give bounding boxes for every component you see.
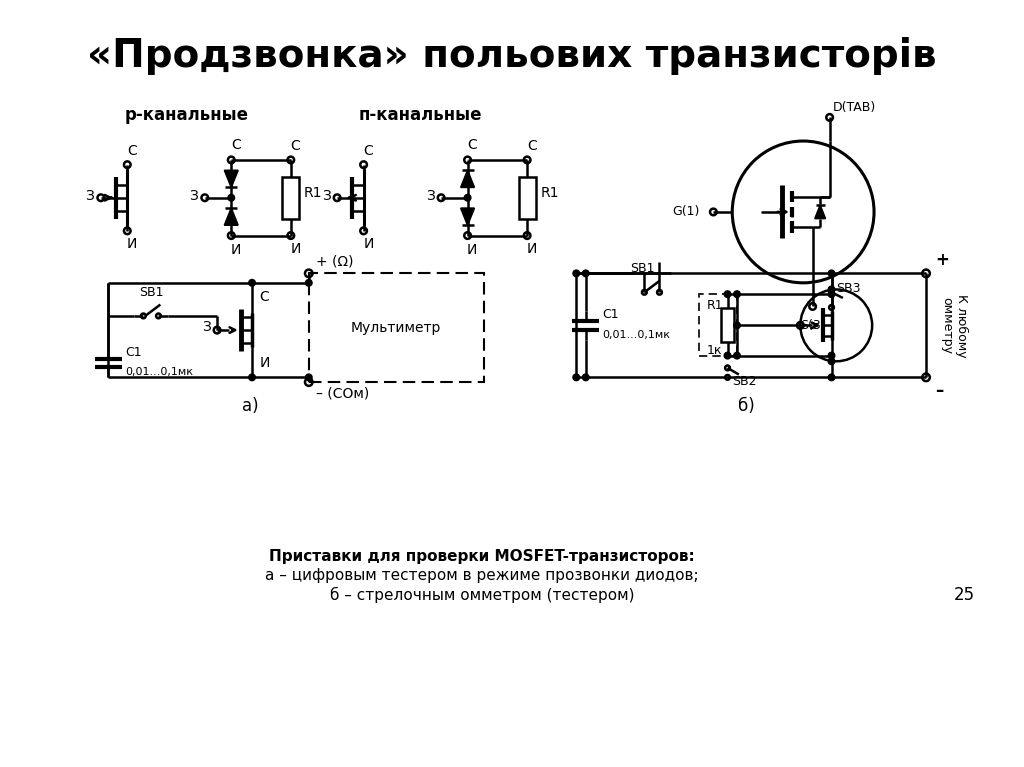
Text: С: С [364, 144, 373, 158]
Text: п-канальные: п-канальные [358, 106, 482, 123]
Text: S(3): S(3) [800, 319, 825, 332]
Text: Мультиметр: Мультиметр [351, 321, 441, 334]
Text: R1: R1 [707, 299, 723, 312]
Text: б): б) [738, 397, 755, 415]
Circle shape [583, 374, 589, 380]
Text: +: + [936, 251, 949, 268]
Polygon shape [815, 206, 825, 219]
Text: C1: C1 [125, 347, 142, 360]
Circle shape [228, 195, 234, 201]
Text: 0,01...0,1мк: 0,01...0,1мк [603, 330, 671, 340]
Text: 1к: 1к [707, 344, 722, 357]
Circle shape [464, 195, 471, 201]
Circle shape [249, 279, 255, 286]
Text: З: З [189, 189, 199, 202]
Text: И: И [260, 356, 270, 370]
Bar [699, 295, 737, 356]
Text: С: С [127, 144, 137, 158]
Circle shape [305, 374, 312, 380]
Text: К любому
омметру: К любому омметру [940, 294, 969, 357]
Circle shape [828, 286, 835, 293]
Circle shape [828, 270, 835, 277]
Text: 0,01...0,1мк: 0,01...0,1мк [125, 367, 194, 377]
Circle shape [305, 279, 312, 286]
Circle shape [583, 270, 589, 277]
Text: З: З [202, 321, 211, 334]
Text: + (Ω): + (Ω) [316, 255, 354, 268]
Text: 25: 25 [953, 586, 975, 604]
Text: а – цифровым тестером в режиме прозвонки диодов;: а – цифровым тестером в режиме прозвонки… [265, 568, 698, 584]
Circle shape [724, 291, 731, 298]
Text: D(TAB): D(TAB) [833, 101, 876, 114]
Text: SB1: SB1 [630, 262, 654, 275]
Text: И: И [364, 238, 374, 252]
Text: R1: R1 [541, 186, 559, 200]
Text: SB2: SB2 [732, 376, 757, 388]
Circle shape [249, 374, 255, 380]
Text: C1: C1 [603, 308, 620, 321]
Text: С: С [291, 140, 300, 153]
Text: И: И [526, 242, 537, 256]
Text: R1: R1 [304, 186, 323, 200]
Text: И: И [127, 238, 137, 252]
Circle shape [733, 291, 740, 298]
Circle shape [828, 358, 835, 364]
Bar [721, 308, 734, 342]
Polygon shape [224, 170, 238, 187]
Circle shape [733, 352, 740, 359]
Circle shape [724, 352, 731, 359]
Text: а): а) [242, 397, 258, 415]
Text: З: З [426, 189, 434, 202]
Circle shape [573, 270, 580, 277]
Circle shape [828, 291, 835, 298]
Text: С: С [260, 290, 269, 304]
Text: И: И [230, 243, 242, 257]
Bar [309, 273, 483, 382]
Text: И: И [467, 243, 477, 257]
Text: С: С [527, 140, 537, 153]
Circle shape [733, 322, 740, 329]
Text: –: – [936, 382, 944, 400]
Bar [518, 177, 536, 219]
Bar [283, 177, 299, 219]
Text: – (СОм): – (СОм) [316, 387, 370, 401]
Text: SB1: SB1 [138, 286, 163, 299]
Text: Приставки для проверки MOSFET-транзисторов:: Приставки для проверки MOSFET-транзистор… [269, 549, 694, 565]
Text: И: И [291, 242, 301, 256]
Text: З: З [322, 189, 331, 202]
Text: С: С [467, 138, 477, 153]
Polygon shape [224, 208, 238, 225]
Polygon shape [461, 208, 474, 225]
Circle shape [828, 374, 835, 380]
Polygon shape [461, 170, 474, 187]
Circle shape [573, 374, 580, 380]
Text: З: З [85, 189, 94, 202]
Text: С: С [231, 138, 241, 153]
Text: «Продзвонка» польових транзисторів: «Продзвонка» польових транзисторів [87, 37, 937, 75]
Text: SB3: SB3 [837, 282, 861, 295]
Text: р-канальные: р-канальные [125, 106, 249, 123]
Text: б – стрелочным омметром (тестером): б – стрелочным омметром (тестером) [330, 587, 634, 603]
Text: G(1): G(1) [672, 206, 699, 219]
Circle shape [828, 352, 835, 359]
